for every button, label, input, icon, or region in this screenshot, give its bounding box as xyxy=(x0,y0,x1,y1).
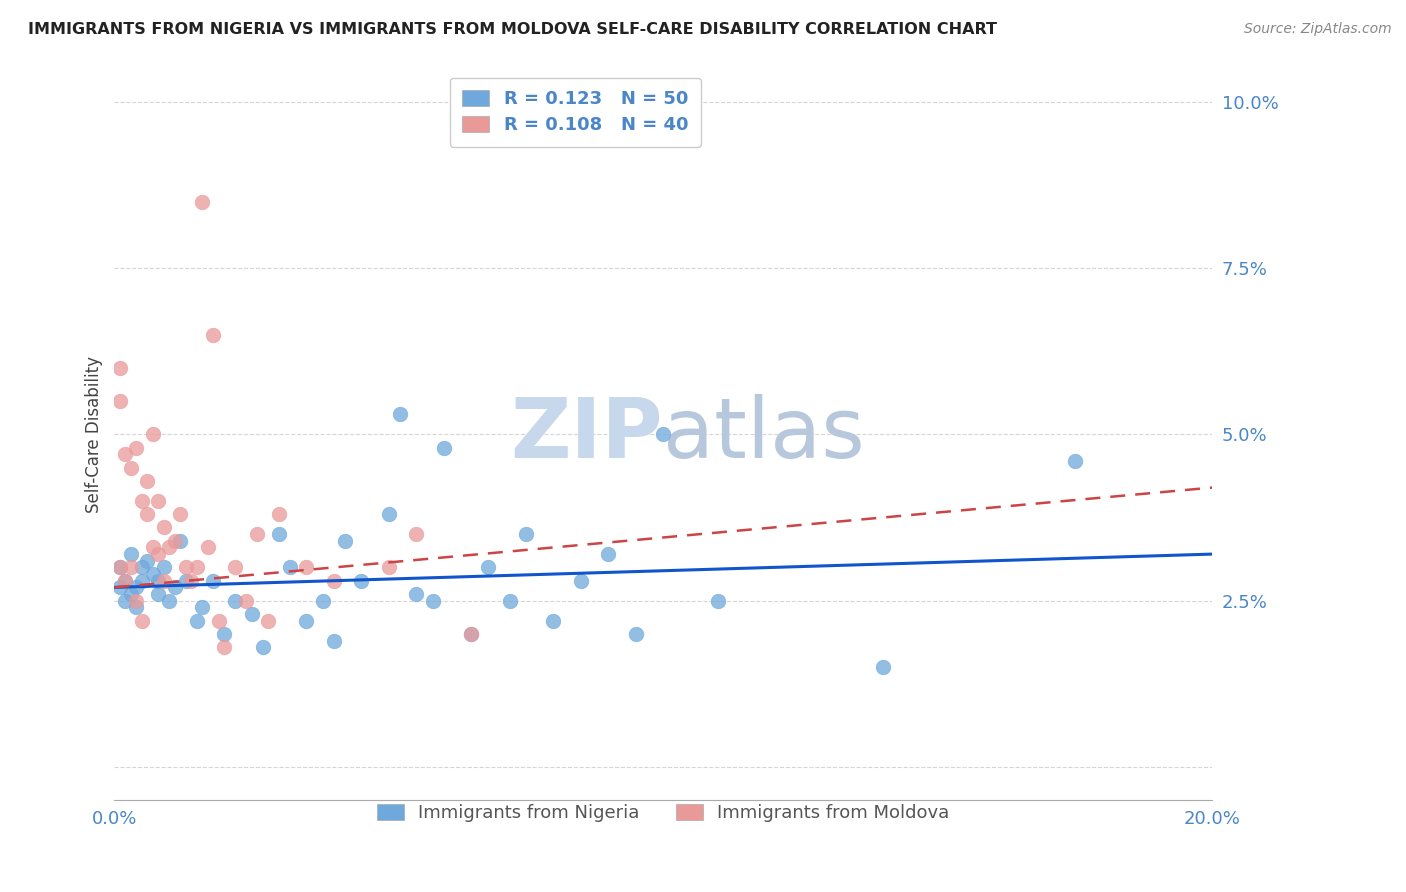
Point xyxy=(350,574,373,588)
Point xyxy=(142,567,165,582)
Point xyxy=(624,627,647,641)
Point xyxy=(543,614,565,628)
Point xyxy=(131,560,153,574)
Point xyxy=(148,587,170,601)
Point xyxy=(157,541,180,555)
Point xyxy=(174,574,197,588)
Point xyxy=(212,627,235,641)
Point xyxy=(598,547,620,561)
Point xyxy=(125,580,148,594)
Point xyxy=(131,614,153,628)
Point xyxy=(142,541,165,555)
Y-axis label: Self-Care Disability: Self-Care Disability xyxy=(86,356,103,513)
Legend: Immigrants from Nigeria, Immigrants from Moldova: Immigrants from Nigeria, Immigrants from… xyxy=(364,791,962,835)
Point xyxy=(295,614,318,628)
Point xyxy=(388,408,411,422)
Point xyxy=(153,560,176,574)
Point xyxy=(202,574,225,588)
Point xyxy=(163,580,186,594)
Text: IMMIGRANTS FROM NIGERIA VS IMMIGRANTS FROM MOLDOVA SELF-CARE DISABILITY CORRELAT: IMMIGRANTS FROM NIGERIA VS IMMIGRANTS FR… xyxy=(28,22,997,37)
Point xyxy=(312,593,335,607)
Point xyxy=(114,574,136,588)
Point xyxy=(267,507,290,521)
Point xyxy=(208,614,231,628)
Point xyxy=(163,533,186,548)
Point xyxy=(131,494,153,508)
Text: ZIP: ZIP xyxy=(510,394,664,475)
Point xyxy=(153,574,176,588)
Point xyxy=(186,614,208,628)
Point xyxy=(157,593,180,607)
Point xyxy=(148,494,170,508)
Point xyxy=(125,441,148,455)
Point xyxy=(460,627,482,641)
Point xyxy=(224,560,246,574)
Point xyxy=(120,560,142,574)
Point xyxy=(460,627,482,641)
Point xyxy=(240,607,263,621)
Point xyxy=(108,360,131,375)
Point xyxy=(1063,454,1085,468)
Point xyxy=(114,574,136,588)
Point xyxy=(197,541,219,555)
Point xyxy=(148,547,170,561)
Point xyxy=(235,593,257,607)
Point xyxy=(125,600,148,615)
Point xyxy=(252,640,274,655)
Point xyxy=(378,560,401,574)
Point xyxy=(142,427,165,442)
Text: atlas: atlas xyxy=(664,394,865,475)
Point xyxy=(148,574,170,588)
Point xyxy=(477,560,499,574)
Point xyxy=(498,593,520,607)
Point xyxy=(153,520,176,534)
Point xyxy=(120,460,142,475)
Point xyxy=(652,427,675,442)
Point xyxy=(136,474,159,488)
Point xyxy=(378,507,401,521)
Point xyxy=(108,394,131,409)
Point xyxy=(569,574,592,588)
Point xyxy=(114,447,136,461)
Point xyxy=(295,560,318,574)
Point xyxy=(257,614,280,628)
Point xyxy=(169,533,191,548)
Point xyxy=(191,600,214,615)
Point xyxy=(108,580,131,594)
Point xyxy=(131,574,153,588)
Point xyxy=(136,507,159,521)
Point xyxy=(180,574,202,588)
Point xyxy=(174,560,197,574)
Point xyxy=(202,327,225,342)
Point xyxy=(323,633,346,648)
Point xyxy=(278,560,301,574)
Text: Source: ZipAtlas.com: Source: ZipAtlas.com xyxy=(1244,22,1392,37)
Point xyxy=(136,554,159,568)
Point xyxy=(108,560,131,574)
Point xyxy=(872,660,894,674)
Point xyxy=(707,593,730,607)
Point xyxy=(212,640,235,655)
Point xyxy=(120,547,142,561)
Point xyxy=(333,533,356,548)
Point xyxy=(108,560,131,574)
Point xyxy=(267,527,290,541)
Point xyxy=(125,593,148,607)
Point xyxy=(120,587,142,601)
Point xyxy=(191,194,214,209)
Point xyxy=(114,593,136,607)
Point xyxy=(323,574,346,588)
Point xyxy=(246,527,269,541)
Point xyxy=(405,587,427,601)
Point xyxy=(224,593,246,607)
Point xyxy=(515,527,537,541)
Point xyxy=(169,507,191,521)
Point xyxy=(433,441,456,455)
Point xyxy=(186,560,208,574)
Point xyxy=(422,593,444,607)
Point xyxy=(405,527,427,541)
